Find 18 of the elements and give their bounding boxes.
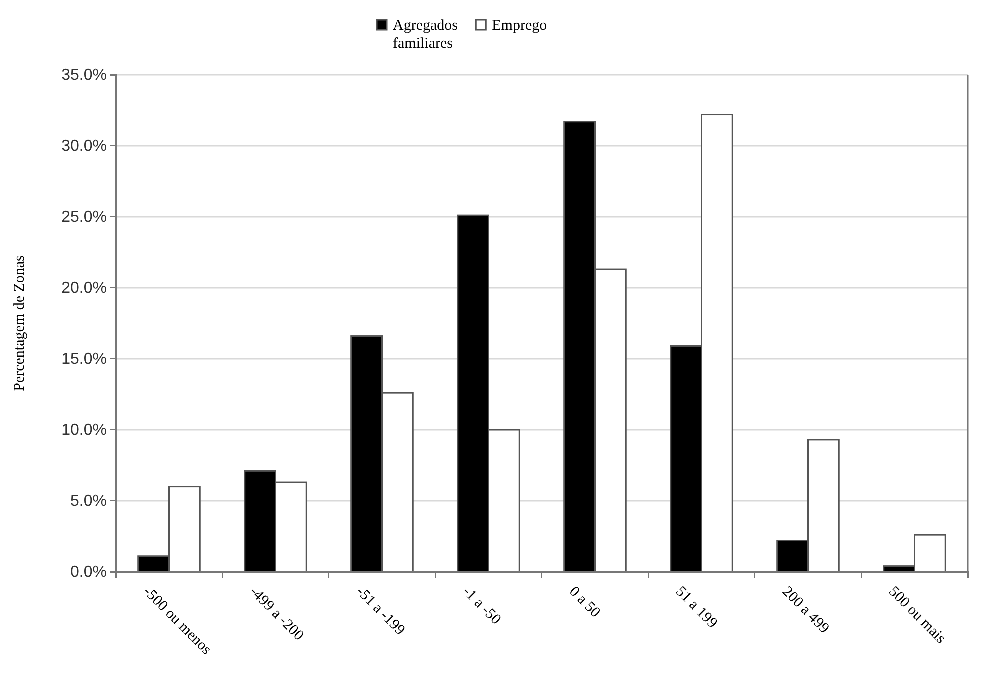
y-tick-label: 5.0% (70, 493, 107, 510)
x-tick-label: -499 a -200 (246, 584, 307, 644)
y-tick-label: 30.0% (62, 138, 107, 156)
y-tick-label: 15.0% (62, 351, 107, 368)
y-tick-label: 0.0% (70, 564, 107, 582)
x-tick-label: 200 a 499 (779, 584, 832, 638)
y-tick-label: 10.0% (62, 422, 107, 440)
x-tick-label: -1 a -50 (460, 584, 504, 628)
legend-label: Emprego (492, 18, 548, 34)
legend-label: Agregados familiares (393, 18, 458, 52)
y-axis-title: Percentagem de Zonas (12, 255, 28, 392)
y-tick-label: 20.0% (62, 280, 107, 298)
x-tick-label: 0 a 50 (566, 584, 604, 622)
x-tick-label: 51 a 199 (672, 584, 720, 632)
x-tick-label: -51 a -199 (353, 584, 408, 639)
x-tick-label: 500 ou mais (886, 584, 949, 648)
y-tick-label: 25.0% (62, 209, 107, 226)
y-tick-label: 35.0% (62, 67, 107, 84)
